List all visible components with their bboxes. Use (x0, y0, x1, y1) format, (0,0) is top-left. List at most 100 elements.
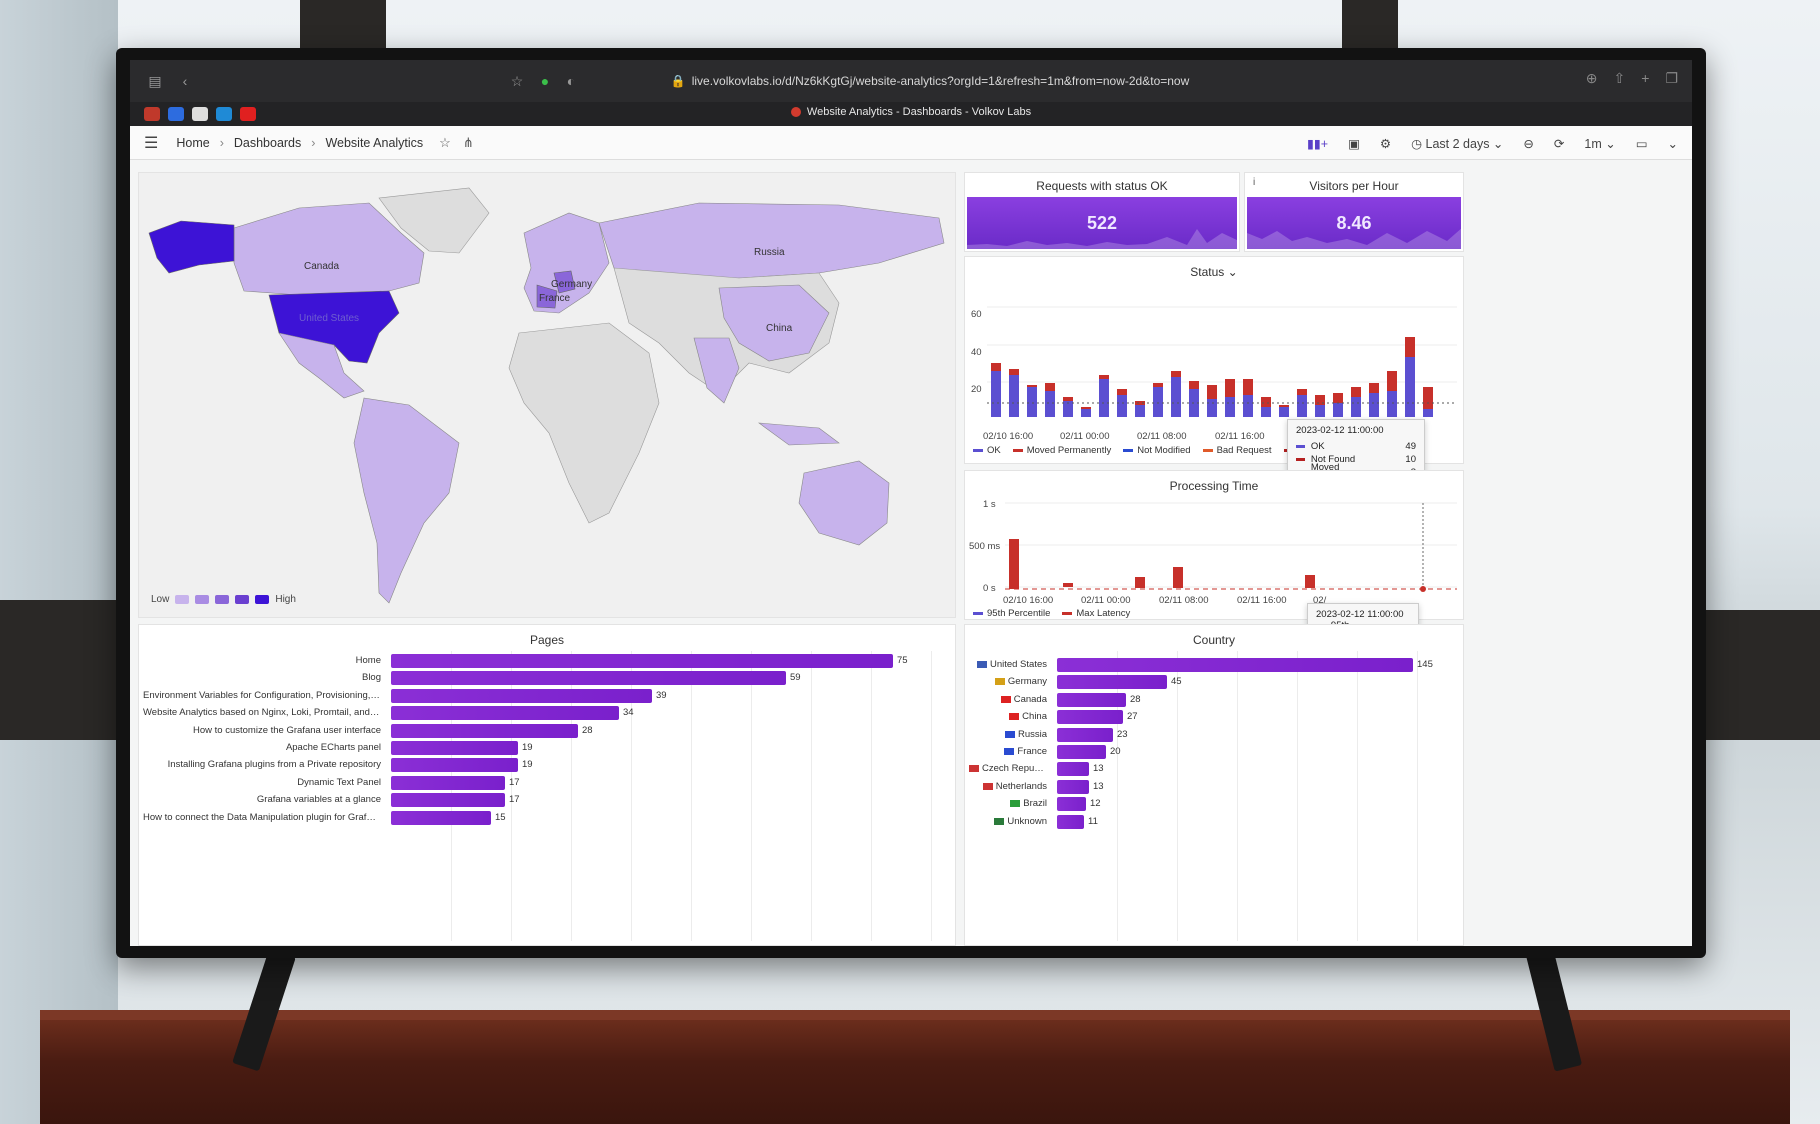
active-tab[interactable]: Website Analytics - Dashboards - Volkov … (130, 106, 1692, 118)
panel-title: Pages (529, 633, 565, 647)
status-bar-other (1009, 369, 1019, 375)
bar-value: 17 (509, 794, 520, 806)
bar-gauge-row[interactable]: Website Analytics based on Nginx, Loki, … (139, 705, 955, 721)
tv-mode-icon[interactable]: ▭ (1635, 136, 1648, 151)
hamburger-menu-icon[interactable]: ☰ (144, 134, 159, 152)
legend-item[interactable]: Not Modified (1123, 445, 1191, 456)
bar-gauge-row[interactable]: Environment Variables for Configuration,… (139, 688, 955, 704)
youtube-icon[interactable] (240, 107, 256, 121)
tabs-overview-icon[interactable]: ❐ (1665, 70, 1678, 86)
bar-value: 19 (522, 742, 533, 753)
favorite-icon[interactable] (168, 107, 184, 121)
country-panel[interactable]: Country United States 145 Germany 45 Canada 2… (964, 624, 1464, 946)
address-bar[interactable]: 🔒 live.volkovlabs.io/d/Nz6kKgtGj/website… (650, 70, 1210, 92)
favorite-icon[interactable] (216, 107, 232, 121)
pages-panel[interactable]: Pages Home 75 Blog 59 Environment Variables … (138, 624, 956, 946)
share-icon[interactable]: ⇧ (1613, 70, 1626, 86)
download-icon[interactable]: ⊕ (1585, 70, 1598, 86)
settings-gear-icon[interactable]: ⚙ (1379, 136, 1392, 151)
bar-value: 15 (495, 811, 506, 823)
bar-label-text: Netherlands (995, 780, 1047, 792)
legend-item[interactable]: Bad Request (1202, 445, 1272, 456)
bar-gauge-row[interactable]: How to customize the Grafana user interf… (139, 723, 955, 739)
bar-gauge-row[interactable]: Dynamic Text Panel 17 (139, 775, 955, 791)
panel-title[interactable]: Status ⌄ (1190, 265, 1238, 279)
bar-gauge-row[interactable]: United States 145 (965, 657, 1463, 673)
screen: ▤ ‹ ☆ ● ◐ 🔒 live.volkovlabs.io/d/Nz6kKgt… (130, 60, 1692, 946)
bar-gauge-row[interactable]: Germany 45 (965, 674, 1463, 690)
processing-time-panel[interactable]: Processing Time 1 s 500 ms 0 s 02/10 16:… (964, 470, 1464, 656)
stat-panel-requests-ok[interactable]: Requests with status OK 522 (964, 172, 1240, 252)
bar-label: Czech Republic (969, 763, 1047, 774)
extension-icon[interactable]: ● (540, 73, 550, 89)
refresh-icon[interactable]: ⟳ (1553, 136, 1565, 151)
bar-gauge-row[interactable]: Blog 59 (139, 670, 955, 686)
bar-gauge-row[interactable]: Netherlands 13 (965, 779, 1463, 795)
legend-item[interactable]: Max Latency (1062, 608, 1130, 619)
star-icon[interactable]: ☆ (439, 134, 451, 150)
status-bar-other (1387, 371, 1397, 391)
bar-gauge-row[interactable]: Installing Grafana plugins from a Privat… (139, 757, 955, 773)
shield-icon[interactable]: ◐ (566, 73, 576, 89)
status-bar-other (1171, 371, 1181, 377)
stat-value-box: 8.46 (1247, 197, 1463, 249)
south-america-shape[interactable] (353, 397, 460, 604)
legend-item[interactable]: 95th Percentile (973, 608, 1050, 619)
back-arrow-icon[interactable]: ‹ (182, 73, 188, 89)
map-label-germany: Germany (551, 279, 593, 290)
bar-label: Brazil (969, 798, 1047, 809)
bar-gauge-row[interactable]: Brazil 12 (965, 796, 1463, 812)
bar-gauge-row[interactable]: Grafana variables at a glance 17 (139, 792, 955, 808)
window-background (0, 0, 118, 1124)
germany-shape[interactable] (553, 270, 576, 294)
favorite-icon[interactable] (144, 107, 160, 121)
time-picker[interactable]: ◷ Last 2 days ⌄ (1411, 136, 1504, 151)
bar-value: 19 (522, 759, 533, 771)
x-tick: 02/11 08:00 (1137, 431, 1187, 442)
tooltip-time: 2023-02-12 11:00:00 (1316, 609, 1404, 620)
share-icon[interactable]: ⋔ (462, 134, 474, 150)
legend-item[interactable]: OK (973, 445, 1001, 456)
github-icon[interactable] (192, 107, 208, 121)
bar-gauge-row[interactable]: Apache ECharts panel 19 (139, 740, 955, 756)
indonesia-shape[interactable] (757, 422, 840, 446)
legend-item[interactable]: Moved Permanently (1012, 445, 1111, 456)
sidebar-toggle-icon[interactable]: ▤ (148, 72, 162, 89)
status-bar-other (1189, 381, 1199, 389)
bar-gauge-row[interactable]: How to connect the Data Manipulation plu… (139, 810, 955, 826)
save-icon[interactable]: ▣ (1348, 136, 1360, 151)
bar-label-text: Apache ECharts panel (285, 742, 381, 753)
china-shape[interactable] (718, 284, 830, 362)
add-panel-icon[interactable]: ▮▮+ (1307, 136, 1329, 151)
chevron-down-icon[interactable]: ⌄ (1667, 136, 1678, 151)
map-label-canada: Canada (304, 261, 340, 272)
bar-gauge-row[interactable]: Russia 23 (965, 727, 1463, 743)
canada-shape[interactable] (233, 202, 425, 296)
australia-shape[interactable] (798, 460, 890, 546)
breadcrumb-dashboards[interactable]: Dashboards (233, 135, 302, 150)
refresh-interval-picker[interactable]: 1m ⌄ (1584, 136, 1616, 151)
bookmark-star-icon[interactable]: ☆ (510, 72, 524, 89)
france-shape[interactable] (536, 284, 558, 309)
new-tab-icon[interactable]: + (1641, 70, 1650, 86)
mexico-shape[interactable] (278, 332, 365, 399)
flag-icon (994, 678, 1005, 686)
status-bar-ok (1405, 357, 1415, 417)
info-icon[interactable]: i (1253, 177, 1256, 188)
bar-gauge-row[interactable]: France 20 (965, 744, 1463, 760)
status-chart-panel[interactable]: Status ⌄ 60 40 20 02/10 16:00 02/11 00:0… (964, 256, 1464, 511)
bar-gauge-row[interactable]: China 27 (965, 709, 1463, 725)
bar-label: Grafana variables at a glance (143, 794, 381, 805)
zoom-out-icon[interactable]: ⊖ (1523, 136, 1534, 151)
stat-panel-visitors[interactable]: i Visitors per Hour 8.46 (1244, 172, 1464, 252)
breadcrumb-home[interactable]: Home (176, 135, 210, 150)
bar-label: Website Analytics based on Nginx, Loki, … (143, 707, 381, 718)
bar-gauge-row[interactable]: Unknown 11 (965, 814, 1463, 830)
alaska-shape[interactable] (148, 220, 235, 274)
india-shape[interactable] (693, 337, 740, 404)
bar-gauge-row[interactable]: Czech Republic 13 (965, 761, 1463, 777)
greenland-shape (378, 187, 490, 254)
geomap-panel[interactable]: Canada United States Russia Germany Fran… (138, 172, 956, 618)
bar-gauge-row[interactable]: Canada 28 (965, 692, 1463, 708)
bar-gauge-row[interactable]: Home 75 (139, 653, 955, 669)
